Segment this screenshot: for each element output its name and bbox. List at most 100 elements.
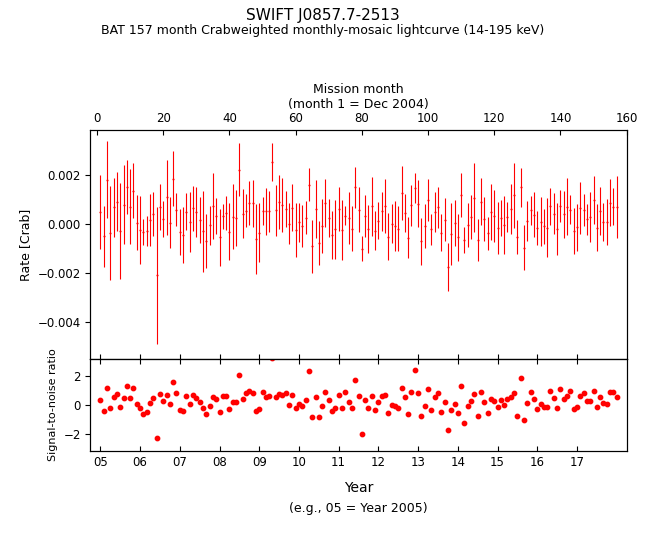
Point: [327, 407, 337, 416]
Point: [231, 397, 241, 406]
Point: [204, 402, 214, 411]
Point: [165, 400, 175, 409]
Point: [436, 407, 446, 416]
Point: [221, 392, 231, 401]
Point: [522, 399, 532, 407]
Point: [155, 390, 165, 399]
Point: [609, 388, 619, 396]
Point: [357, 430, 367, 438]
Point: [532, 404, 543, 413]
Point: [145, 399, 155, 407]
Point: [182, 392, 192, 400]
Point: [214, 407, 225, 416]
Point: [291, 404, 301, 413]
Point: [320, 388, 331, 397]
Point: [307, 413, 317, 422]
Point: [575, 392, 585, 401]
Point: [419, 402, 430, 411]
Point: [337, 403, 347, 412]
Y-axis label: Signal-to-noise ratio: Signal-to-noise ratio: [48, 349, 57, 462]
Point: [589, 386, 599, 395]
Point: [109, 393, 119, 401]
Point: [115, 403, 125, 412]
Point: [310, 393, 320, 402]
Point: [469, 390, 479, 399]
Point: [499, 401, 509, 409]
Point: [592, 403, 602, 412]
Text: Year: Year: [344, 481, 373, 495]
Point: [98, 407, 109, 415]
Point: [198, 403, 208, 412]
Point: [446, 405, 456, 414]
Point: [188, 391, 198, 400]
Point: [552, 403, 562, 412]
Point: [525, 387, 536, 396]
Point: [297, 402, 307, 411]
Point: [191, 394, 202, 402]
Point: [509, 388, 519, 397]
Point: [254, 405, 264, 414]
Point: [403, 410, 413, 419]
Point: [300, 395, 311, 404]
Point: [151, 433, 162, 442]
Point: [350, 375, 360, 384]
Point: [423, 384, 433, 393]
Point: [483, 409, 493, 418]
Point: [443, 426, 453, 435]
Point: [121, 381, 132, 390]
Point: [406, 388, 417, 396]
Point: [393, 403, 403, 412]
Point: [578, 388, 589, 397]
Point: [112, 390, 122, 399]
Point: [430, 393, 440, 401]
Point: [218, 392, 228, 401]
Point: [171, 388, 182, 397]
Point: [238, 395, 248, 403]
Point: [244, 387, 255, 395]
Point: [495, 396, 506, 405]
Point: [545, 387, 556, 396]
Point: [486, 395, 496, 403]
Point: [548, 394, 559, 402]
Point: [512, 412, 523, 420]
Point: [261, 393, 271, 402]
Point: [463, 402, 473, 411]
Text: SWIFT J0857.7-2513: SWIFT J0857.7-2513: [246, 8, 400, 23]
Point: [148, 394, 158, 403]
Point: [413, 388, 423, 397]
Text: (e.g., 05 = Year 2005): (e.g., 05 = Year 2005): [289, 502, 428, 515]
Point: [416, 411, 426, 420]
X-axis label: Mission month
(month 1 = Dec 2004): Mission month (month 1 = Dec 2004): [288, 83, 429, 111]
Point: [556, 384, 566, 393]
Point: [284, 400, 294, 409]
Point: [138, 409, 149, 418]
Point: [516, 374, 526, 382]
Point: [251, 407, 261, 415]
Point: [601, 400, 612, 408]
Point: [132, 400, 142, 408]
Point: [277, 390, 287, 399]
Point: [174, 406, 185, 414]
Point: [585, 397, 596, 406]
Point: [208, 393, 218, 402]
Point: [529, 395, 539, 403]
Point: [271, 393, 281, 402]
Point: [168, 377, 178, 386]
Point: [135, 403, 145, 412]
Point: [211, 394, 222, 403]
Point: [519, 416, 529, 425]
Point: [397, 384, 407, 393]
Point: [612, 393, 622, 401]
Y-axis label: Rate [Crab]: Rate [Crab]: [19, 209, 32, 281]
Point: [410, 366, 420, 375]
Point: [565, 386, 576, 395]
Point: [353, 392, 364, 400]
Point: [582, 396, 592, 405]
Point: [280, 389, 291, 397]
Point: [595, 393, 605, 401]
Point: [234, 371, 245, 380]
Point: [503, 394, 513, 403]
Point: [489, 396, 499, 405]
Point: [304, 366, 314, 375]
Point: [450, 400, 460, 408]
